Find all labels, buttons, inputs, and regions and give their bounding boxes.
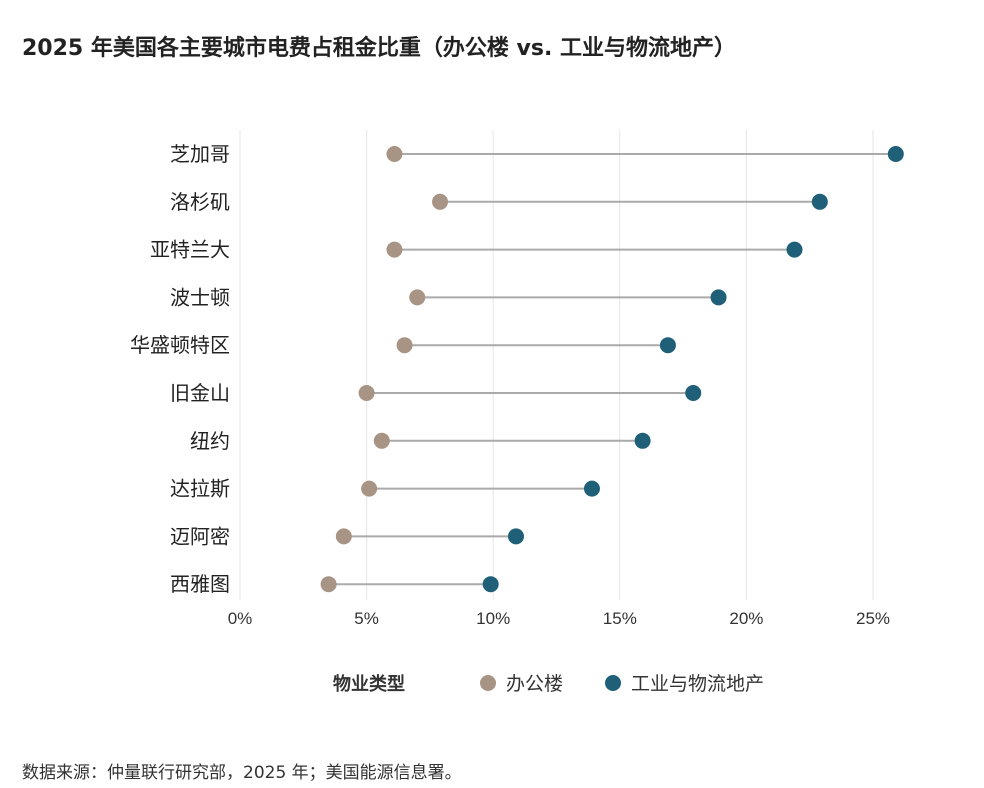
industrial-point	[482, 576, 499, 593]
source-note: 数据来源：仲量联行研究部，2025 年；美国能源信息署。	[22, 763, 462, 783]
legend-office-marker	[480, 675, 496, 691]
industrial-point	[710, 289, 727, 306]
industrial-point	[887, 146, 904, 162]
office-point	[335, 528, 352, 545]
office-point	[432, 193, 449, 210]
office-point	[361, 480, 378, 497]
x-tick-label: 20%	[729, 609, 763, 628]
y-tick-label: 波士顿	[170, 285, 230, 309]
industrial-point	[685, 385, 702, 401]
y-tick-label: 芝加哥	[170, 142, 230, 166]
legend-industrial-label: 工业与物流地产	[631, 673, 764, 695]
y-tick-label: 华盛顿特区	[130, 333, 230, 357]
x-tick-label: 0%	[228, 609, 253, 628]
y-tick-label: 迈阿密	[170, 524, 230, 548]
x-tick-label: 10%	[476, 609, 510, 628]
y-tick-label: 旧金山	[170, 381, 230, 405]
x-tick-label: 5%	[354, 609, 379, 628]
office-point	[320, 576, 337, 593]
y-tick-label: 西雅图	[170, 572, 230, 596]
industrial-point	[811, 193, 828, 210]
office-point	[386, 241, 403, 258]
legend-title: 物业类型	[333, 673, 405, 695]
chart-title: 2025 年美国各主要城市电费占租金比重（办公楼 vs. 工业与物流地产）	[22, 36, 737, 61]
industrial-point	[786, 241, 803, 258]
y-tick-label: 亚特兰大	[150, 238, 230, 262]
industrial-point	[507, 528, 524, 545]
industrial-point	[583, 480, 600, 497]
industrial-point	[634, 432, 651, 449]
office-point	[386, 146, 403, 162]
office-point	[358, 385, 375, 401]
legend-office-label: 办公楼	[506, 673, 563, 695]
x-tick-label: 25%	[856, 609, 890, 628]
office-point	[396, 337, 413, 354]
industrial-point	[659, 337, 676, 354]
y-tick-label: 纽约	[190, 429, 230, 453]
y-tick-label: 洛杉矶	[170, 190, 230, 214]
office-point	[373, 432, 390, 449]
x-tick-label: 15%	[603, 609, 637, 628]
office-point	[409, 289, 426, 306]
legend-industrial-marker	[605, 675, 621, 691]
y-tick-label: 达拉斯	[170, 477, 230, 501]
